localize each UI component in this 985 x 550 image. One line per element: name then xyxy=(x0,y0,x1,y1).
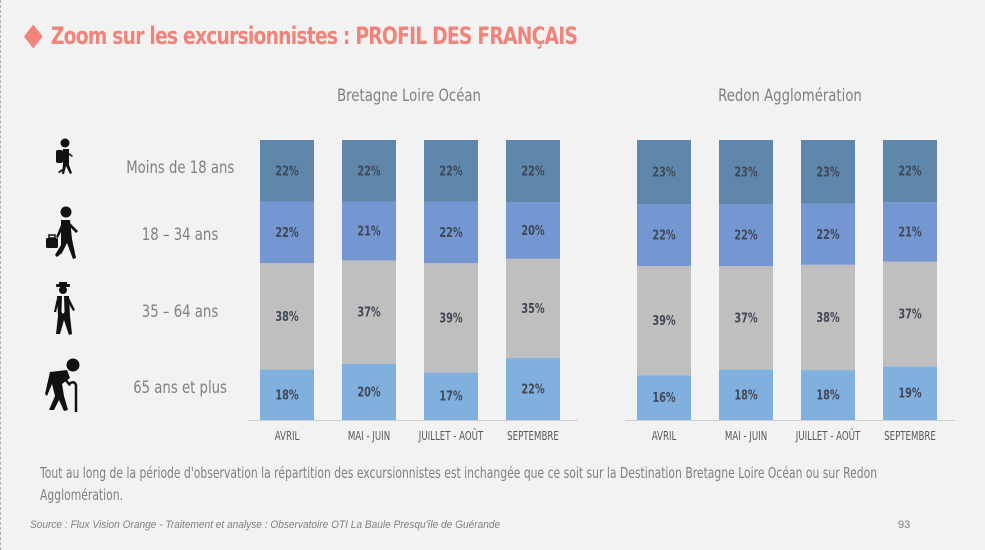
bar-segment xyxy=(637,204,691,266)
bar-segment xyxy=(801,370,855,420)
chart-bretagne-loire-ocean: 18% 38% 22% 22% AVRIL 20% 37% 21% 22% MAI - JUIN 1… xyxy=(248,140,578,444)
child-with-backpack-icon xyxy=(56,138,73,174)
bar-segment xyxy=(424,372,478,420)
data-label: 22% xyxy=(734,227,758,243)
bar-segment xyxy=(637,140,691,205)
data-label: 37% xyxy=(898,306,922,322)
age-group-label: 18 – 34 ans xyxy=(141,225,219,245)
data-label: 22% xyxy=(898,163,922,179)
data-label: 21% xyxy=(357,223,381,239)
data-label: 20% xyxy=(357,384,381,400)
data-label: 22% xyxy=(652,227,676,243)
bar-segment xyxy=(342,260,396,364)
bar-segment xyxy=(342,201,396,261)
data-label: 22% xyxy=(439,163,463,179)
page-title: Zoom sur les excursionnistes : PROFIL DE… xyxy=(22,18,578,54)
bar-segment xyxy=(637,375,691,420)
x-tick-label: MAI - JUIN xyxy=(725,430,767,444)
data-label: 18% xyxy=(275,387,299,403)
age-group-row: 35 – 64 ans xyxy=(40,282,250,342)
bar-segment xyxy=(801,203,855,265)
chart-title-bretagne: Bretagne Loire Océan xyxy=(337,86,481,106)
data-label: 20% xyxy=(521,223,545,239)
bar-segment xyxy=(260,369,314,420)
x-tick-label: MAI - JUIN xyxy=(348,430,390,444)
data-label: 22% xyxy=(816,226,840,242)
slide-left-border xyxy=(0,0,1,550)
x-tick-label: JUILLET - AOÛT xyxy=(795,429,861,444)
age-group-row: 18 – 34 ans xyxy=(40,205,250,265)
chart-title-redon: Redon Agglomération xyxy=(718,86,862,106)
elderly-with-cane-icon xyxy=(45,358,80,412)
data-label: 19% xyxy=(898,385,922,401)
x-tick-label: SEPTEMBRE xyxy=(507,430,559,444)
data-label: 18% xyxy=(816,387,840,403)
x-tick-label: AVRIL xyxy=(652,430,677,444)
data-label: 37% xyxy=(734,310,758,326)
bar-segment xyxy=(883,140,937,203)
data-label: 23% xyxy=(652,164,676,180)
data-label: 22% xyxy=(521,381,545,397)
x-tick-label: AVRIL xyxy=(275,430,300,444)
x-tick-label: SEPTEMBRE xyxy=(884,430,936,444)
data-label: 38% xyxy=(275,308,299,324)
data-label: 39% xyxy=(439,310,463,326)
bar-segment xyxy=(801,140,855,204)
man-with-briefcase-icon xyxy=(46,206,78,259)
page-title-text: Zoom sur les excursionnistes : PROFIL DE… xyxy=(50,22,578,50)
data-label: 38% xyxy=(816,309,840,325)
data-label: 35% xyxy=(521,300,545,316)
age-group-label: 35 – 64 ans xyxy=(141,302,219,322)
x-tick-label: JUILLET - AOÛT xyxy=(418,429,484,444)
bar-segment xyxy=(801,264,855,371)
bar-segment xyxy=(260,201,314,264)
data-label: 39% xyxy=(652,313,676,329)
bar-segment xyxy=(342,364,396,420)
description-text: Tout au long de la période d'observation… xyxy=(40,464,878,504)
bar-segment xyxy=(506,140,560,203)
data-label: 22% xyxy=(521,163,545,179)
bar-segment xyxy=(424,201,478,264)
bar-segment xyxy=(424,263,478,373)
data-label: 22% xyxy=(439,224,463,240)
data-label: 22% xyxy=(275,224,299,240)
page-number: 93 xyxy=(898,519,911,531)
age-group-row: 65 ans et plus xyxy=(40,358,250,418)
data-label: 37% xyxy=(357,304,381,320)
data-label: 18% xyxy=(734,387,758,403)
bar-segment xyxy=(883,366,937,420)
diamond-bullet-icon xyxy=(23,23,43,49)
data-label: 21% xyxy=(898,224,922,240)
bar-segment xyxy=(719,369,773,420)
data-label: 23% xyxy=(734,164,758,180)
bar-segment xyxy=(506,202,560,259)
man-with-hat-and-tie-icon xyxy=(54,282,75,335)
bar-segment xyxy=(719,204,773,266)
bar-segment xyxy=(506,258,560,358)
data-label: 17% xyxy=(439,388,463,404)
data-label: 22% xyxy=(357,163,381,179)
data-label: 22% xyxy=(275,163,299,179)
bar-segment xyxy=(719,140,773,205)
bar-segment xyxy=(637,266,691,376)
data-label: 16% xyxy=(652,390,676,406)
age-group-label: Moins de 18 ans xyxy=(125,158,235,178)
bar-segment xyxy=(883,202,937,262)
bar-segment xyxy=(342,140,396,202)
bar-segment xyxy=(506,357,560,420)
bar-segment xyxy=(883,261,937,367)
chart-redon-agglomeration: 16% 39% 22% 23% AVRIL 18% 37% 22% 23% MAI - JUIN 1… xyxy=(625,140,955,444)
data-label: 23% xyxy=(816,164,840,180)
age-group-row: Moins de 18 ans xyxy=(40,138,250,198)
bar-segment xyxy=(424,140,478,202)
bar-segment xyxy=(719,266,773,370)
bar-segment xyxy=(260,263,314,370)
bar-segment xyxy=(260,140,314,202)
source-note: Source : Flux Vision Orange - Traitement… xyxy=(30,519,501,531)
age-group-label: 65 ans et plus xyxy=(133,378,227,398)
